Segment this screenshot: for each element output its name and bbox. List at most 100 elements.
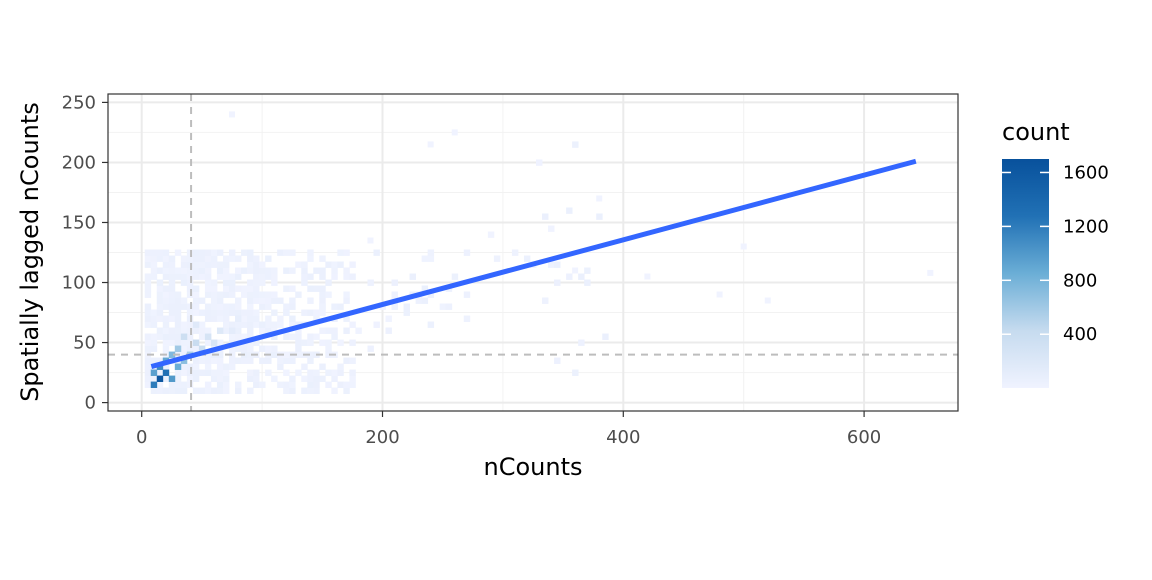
background-density-cell xyxy=(343,267,350,274)
background-density-cell xyxy=(168,327,176,334)
background-density-cell xyxy=(343,381,350,388)
background-density-cell xyxy=(192,309,200,316)
background-density-cell xyxy=(241,345,248,352)
background-density-cell xyxy=(222,375,230,382)
background-density-cell xyxy=(247,267,254,274)
background-density-cell xyxy=(144,339,152,346)
background-density-cell xyxy=(253,381,260,388)
background-density-cell xyxy=(259,297,266,304)
background-density-cell xyxy=(162,267,170,274)
background-density-cell xyxy=(192,387,200,394)
background-density-cell xyxy=(283,267,290,274)
background-density-cell xyxy=(180,351,188,358)
background-density-cell xyxy=(186,303,194,310)
background-density-cell xyxy=(235,267,242,274)
background-density-cell xyxy=(156,267,164,274)
y-tick-label: 0 xyxy=(85,393,96,414)
background-density-cell xyxy=(427,249,435,256)
background-density-cell xyxy=(343,249,350,256)
background-density-cell xyxy=(319,375,326,382)
background-density-cell xyxy=(180,267,188,274)
density-bin xyxy=(259,321,266,328)
background-density-cell xyxy=(307,255,314,262)
background-density-cell xyxy=(337,363,344,370)
background-density-cell xyxy=(186,255,194,262)
background-density-cell xyxy=(150,375,158,382)
background-density-cell xyxy=(210,255,218,262)
background-density-cell xyxy=(493,255,501,262)
background-density-cell xyxy=(235,285,242,292)
background-density-cell xyxy=(168,303,176,310)
background-density-cell xyxy=(259,345,266,352)
background-density-cell xyxy=(391,279,398,286)
background-density-cell xyxy=(301,339,308,346)
y-tick-label: 150 xyxy=(62,212,96,233)
background-density-cell xyxy=(319,267,326,274)
background-density-cell xyxy=(198,249,206,256)
background-density-cell xyxy=(463,291,471,298)
background-density-cell xyxy=(247,255,254,262)
background-density-cell xyxy=(253,315,260,322)
background-density-cell xyxy=(295,261,302,268)
background-density-cell xyxy=(307,249,314,256)
background-density-cell xyxy=(216,273,224,280)
background-density-cell xyxy=(186,375,194,382)
background-density-cell xyxy=(228,303,236,310)
background-density-cell xyxy=(253,321,260,328)
background-density-cell xyxy=(162,249,170,256)
background-density-cell xyxy=(174,375,182,382)
y-tick-label: 50 xyxy=(73,333,96,354)
background-density-cell xyxy=(385,315,392,322)
background-density-cell xyxy=(168,381,176,388)
background-density-cell xyxy=(186,291,194,298)
background-density-cell xyxy=(253,255,260,262)
background-density-cell xyxy=(253,375,260,382)
background-density-cell xyxy=(566,207,573,214)
background-density-cell xyxy=(198,357,206,364)
background-density-cell xyxy=(216,363,224,370)
background-density-cell xyxy=(216,369,224,376)
background-density-cell xyxy=(403,303,410,310)
background-density-cell xyxy=(343,291,350,298)
background-density-cell xyxy=(216,303,224,310)
background-density-cell xyxy=(235,255,242,262)
background-density-cell xyxy=(192,255,200,262)
background-density-cell xyxy=(162,315,170,322)
background-density-cell xyxy=(511,249,519,256)
background-density-cell xyxy=(162,321,170,328)
background-density-cell xyxy=(222,321,230,328)
background-density-cell xyxy=(253,267,260,274)
background-density-cell xyxy=(222,387,230,394)
background-density-cell xyxy=(235,273,242,280)
background-density-cell xyxy=(216,267,224,274)
background-density-cell xyxy=(150,345,158,352)
background-density-cell xyxy=(210,303,218,310)
background-density-cell xyxy=(228,249,236,256)
background-density-cell xyxy=(216,309,224,316)
background-density-cell xyxy=(325,327,332,334)
background-density-cell xyxy=(162,291,170,298)
background-density-cell xyxy=(150,339,158,346)
density-bin xyxy=(210,339,218,346)
background-density-cell xyxy=(192,249,200,256)
background-density-cell xyxy=(289,297,296,304)
background-density-cell xyxy=(271,291,278,298)
background-density-cell xyxy=(277,321,284,328)
background-density-cell xyxy=(174,303,182,310)
background-density-cell xyxy=(337,369,344,376)
background-density-cell xyxy=(180,339,188,346)
density-bin xyxy=(180,333,188,340)
density-bin xyxy=(283,309,290,316)
background-density-cell xyxy=(174,309,182,316)
background-density-cell xyxy=(277,315,284,322)
background-density-cell xyxy=(198,369,206,376)
background-density-cell xyxy=(325,279,332,286)
background-density-cell xyxy=(198,333,206,340)
y-tick-label: 250 xyxy=(62,92,96,113)
background-density-cell xyxy=(174,321,182,328)
background-density-cell xyxy=(487,231,495,238)
background-density-cell xyxy=(150,261,158,268)
background-density-cell xyxy=(301,363,308,370)
background-density-cell xyxy=(180,255,188,262)
